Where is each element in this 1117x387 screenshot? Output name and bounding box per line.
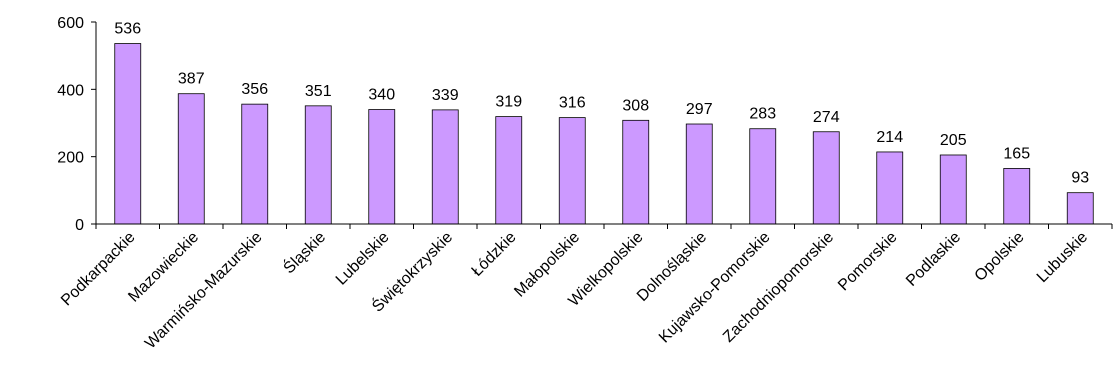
bar-Kujawsko-Pomorskie	[749, 128, 777, 225]
bar-Wielkopolskie	[622, 119, 650, 225]
category-label: Warmińsko-Mazurskie	[142, 229, 266, 353]
data-label: 283	[749, 106, 776, 123]
data-label: 340	[368, 87, 395, 104]
category-label: Lubelskie	[333, 229, 393, 289]
data-label: 214	[876, 129, 903, 146]
data-labels: 536 387 356 351 340 339 319 316 308 297 283 274 214 2…	[114, 21, 1089, 187]
bars	[114, 43, 1094, 225]
category-label: Podkarpackie	[58, 229, 139, 310]
bar-Podkarpackie	[114, 43, 142, 225]
y-tick-label: 200	[57, 150, 84, 167]
category-label: Opolskie	[972, 229, 1028, 285]
bar-Zachodniopomorskie	[812, 131, 840, 225]
category-label: Podlaskie	[903, 229, 964, 290]
data-label: 316	[559, 95, 586, 112]
data-label: 387	[178, 71, 205, 88]
bar-Śląskie	[304, 105, 332, 225]
bar-Łódzkie	[495, 116, 523, 225]
data-label: 308	[622, 97, 649, 114]
bar-Lubuskie	[1066, 192, 1094, 225]
data-label: 297	[686, 101, 713, 118]
bar-Dolnośląskie	[685, 123, 713, 225]
bar-Małopolskie	[558, 117, 586, 225]
bar-Świętokrzyskie	[431, 109, 459, 225]
data-label: 356	[241, 81, 268, 98]
category-label: Łódzkie	[469, 229, 520, 280]
data-label: 319	[495, 94, 522, 111]
y-tick-label: 600	[57, 15, 84, 32]
data-label: 274	[813, 109, 840, 126]
data-label: 93	[1071, 170, 1089, 187]
y-axis: 0 200 400 600	[57, 15, 97, 234]
category-label: Pomorskie	[835, 229, 901, 295]
data-label: 536	[114, 21, 141, 38]
data-label: 165	[1003, 145, 1030, 162]
y-tick-label: 0	[75, 217, 84, 234]
bar-Lubelskie	[368, 109, 396, 225]
y-tick-label: 400	[57, 82, 84, 99]
bar-Mazowieckie	[177, 93, 205, 225]
category-label: Lubuskie	[1034, 229, 1091, 286]
bar-Podlaskie	[939, 154, 967, 225]
x-axis: PodkarpackieMazowieckieWarmińsko-Mazursk…	[58, 223, 1113, 353]
category-label: Kujawsko-Pomorskie	[656, 229, 774, 347]
category-label: Śląskie	[279, 227, 329, 277]
bar-Warmińsko-Mazurskie	[241, 103, 269, 225]
bar-Opolskie	[1003, 168, 1031, 225]
data-label: 205	[940, 132, 967, 149]
data-label: 351	[305, 83, 332, 100]
data-label: 339	[432, 87, 459, 104]
category-label: Zachodniopomorskie	[720, 229, 837, 346]
bar-Pomorskie	[876, 151, 904, 225]
